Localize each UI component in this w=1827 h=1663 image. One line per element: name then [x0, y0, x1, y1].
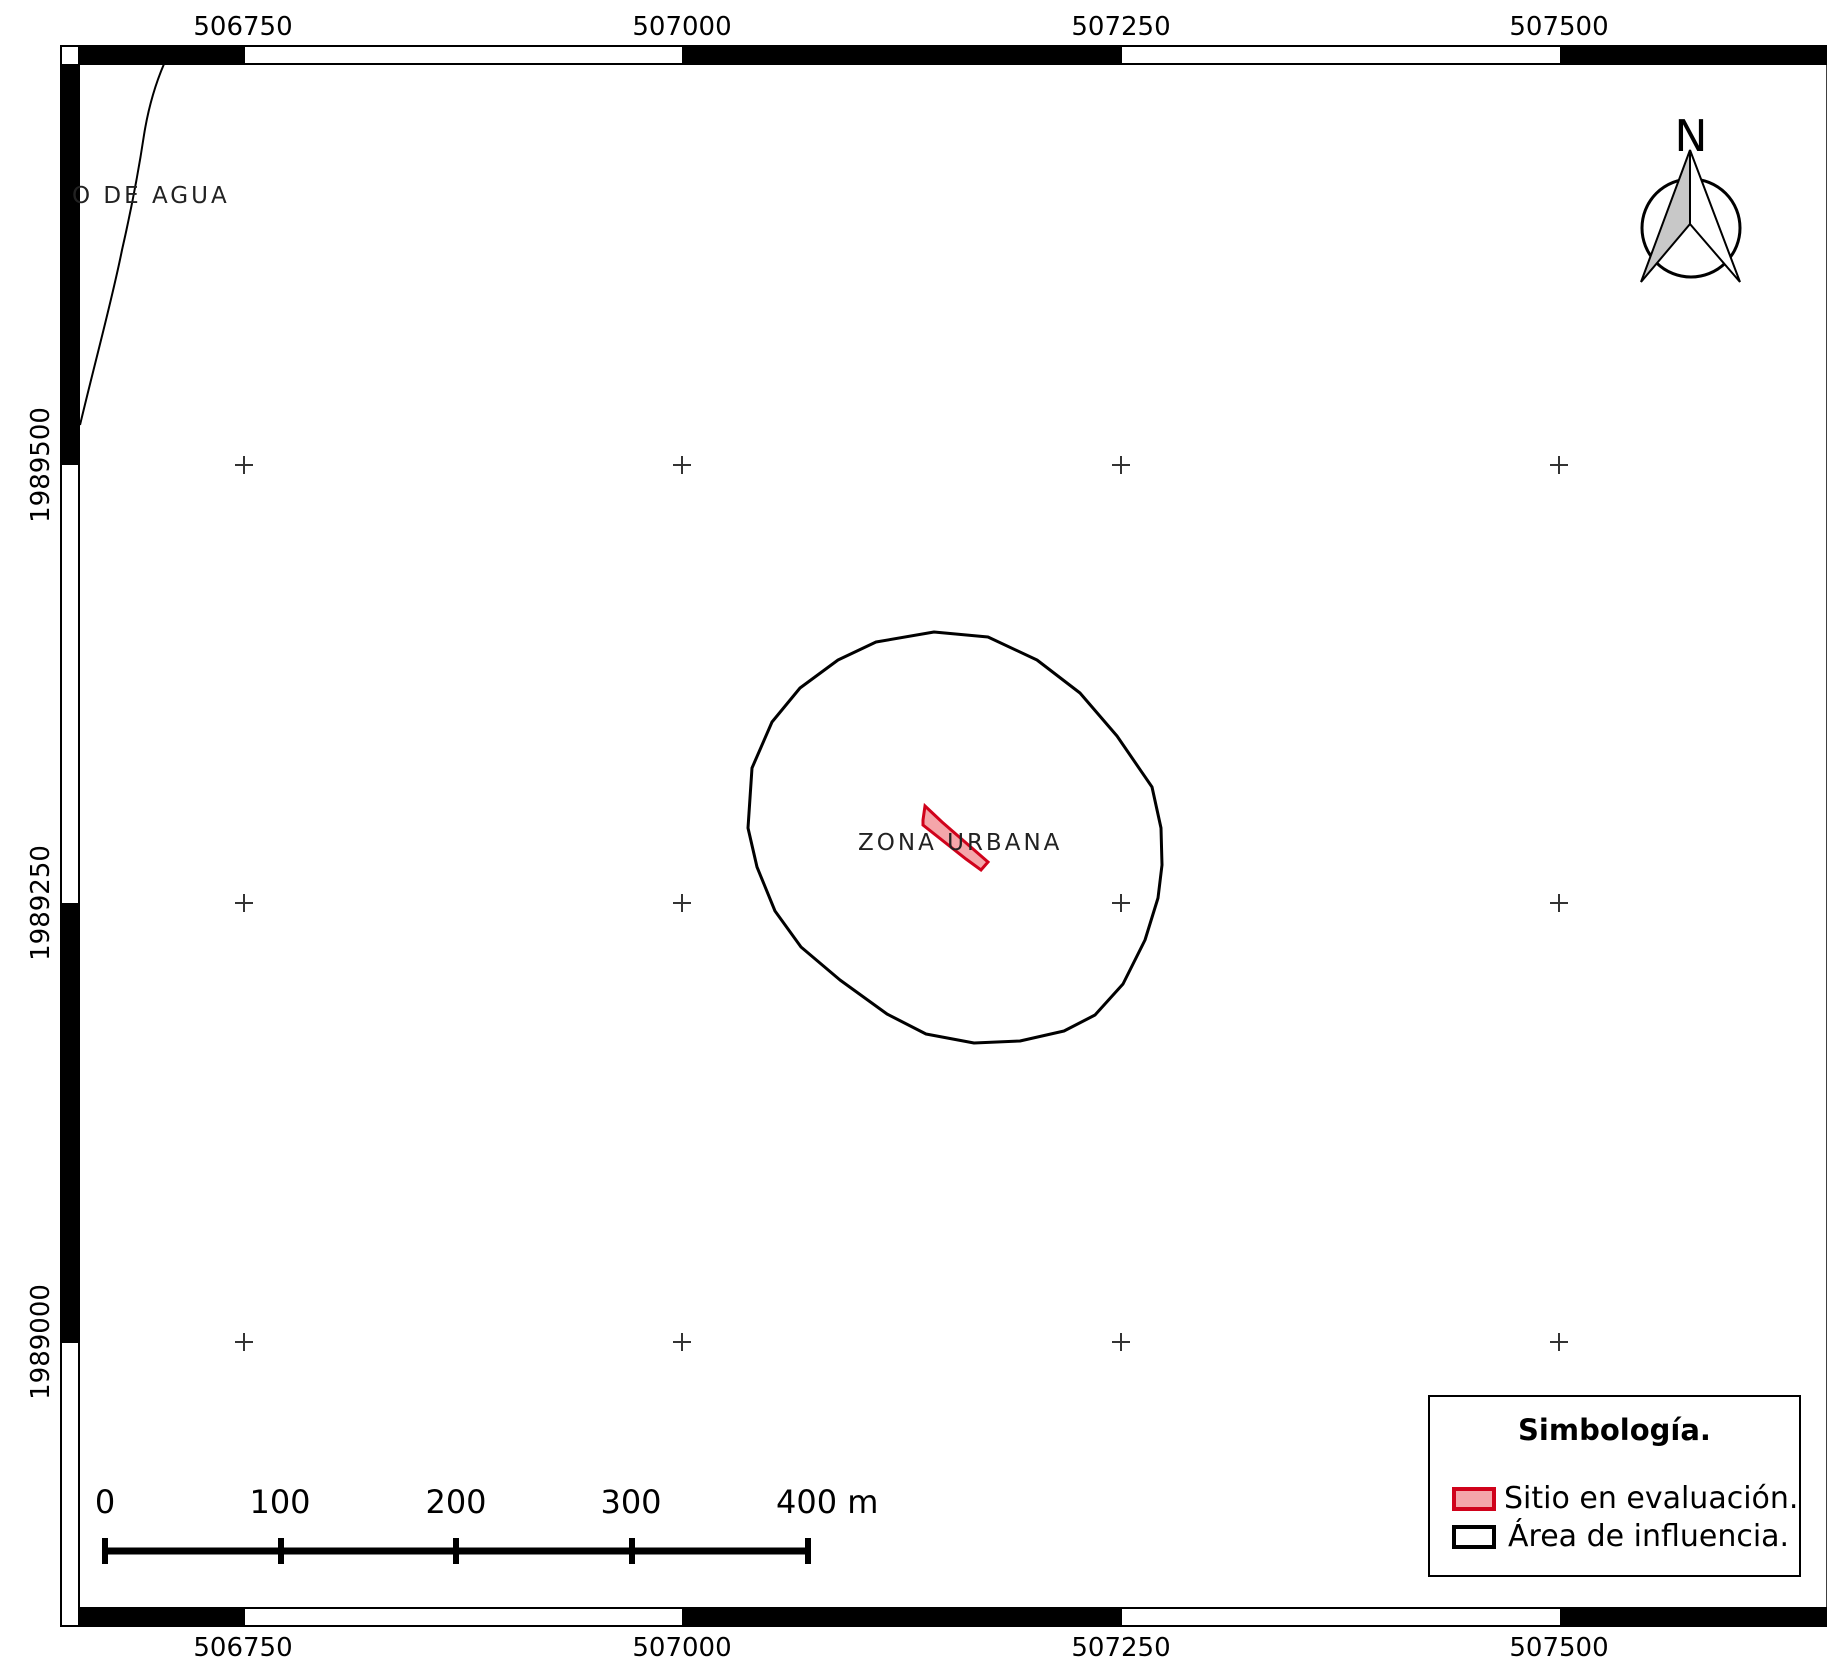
- scale-label: 200: [425, 1483, 486, 1521]
- site-polygon: [921, 802, 991, 873]
- water-body-label: O DE AGUA: [72, 183, 230, 209]
- urban-zone-label: ZONA URBANA: [858, 830, 1062, 856]
- influence-area: [746, 630, 1164, 1045]
- grid-cross: [1112, 1333, 1130, 1351]
- frame-top: [60, 45, 1827, 65]
- x-tick-label-top: 506750: [193, 12, 292, 42]
- grid-cross: [1550, 894, 1568, 912]
- x-tick-label-bottom: 507250: [1071, 1633, 1170, 1663]
- grid-cross: [1550, 1333, 1568, 1351]
- legend-item-site: Sitio en evaluación.: [1452, 1481, 1798, 1516]
- grid-cross: [235, 456, 253, 474]
- x-tick-label-bottom: 507500: [1509, 1633, 1608, 1663]
- scale-label: 300: [600, 1483, 661, 1521]
- grid-cross: [673, 456, 691, 474]
- north-arrow-icon: [1640, 149, 1742, 283]
- grid-cross: [673, 894, 691, 912]
- site-swatch: [1452, 1486, 1496, 1511]
- y-tick-label: 1989000: [26, 1284, 56, 1400]
- legend-title: Simbología.: [1518, 1413, 1711, 1447]
- frame-left: [60, 45, 80, 1627]
- frame-bottom: [60, 1607, 1827, 1627]
- x-tick-label-bottom: 507000: [632, 1633, 731, 1663]
- grid-cross: [1112, 456, 1130, 474]
- legend: Simbología. Sitio en evaluación. Área de…: [1428, 1395, 1801, 1577]
- scale-label: 400 m: [776, 1483, 878, 1521]
- x-tick-label-top: 507250: [1071, 12, 1170, 42]
- x-tick-label-bottom: 506750: [193, 1633, 292, 1663]
- influence-swatch: [1452, 1524, 1496, 1549]
- y-tick-label: 1989500: [26, 407, 56, 523]
- grid-cross: [235, 1333, 253, 1351]
- grid-cross: [1550, 456, 1568, 474]
- grid-cross: [235, 894, 253, 912]
- grid-cross: [673, 1333, 691, 1351]
- x-tick-label-top: 507500: [1509, 12, 1608, 42]
- grid-cross: [1112, 894, 1130, 912]
- north-letter: N: [1675, 111, 1708, 162]
- grid-crosses: [235, 456, 1568, 1351]
- scale-label: 100: [249, 1483, 310, 1521]
- y-tick-label: 1989250: [26, 845, 56, 961]
- legend-item-label: Sitio en evaluación.: [1504, 1481, 1799, 1516]
- legend-item-influence: Área de influencia.: [1452, 1519, 1789, 1554]
- map-border: [78, 63, 1827, 1609]
- scale-label: 0: [95, 1483, 115, 1521]
- legend-item-label: Área de influencia.: [1508, 1519, 1790, 1554]
- scale-bar: [102, 1538, 811, 1564]
- x-tick-label-top: 507000: [632, 12, 731, 42]
- water-body-line: [79, 63, 165, 426]
